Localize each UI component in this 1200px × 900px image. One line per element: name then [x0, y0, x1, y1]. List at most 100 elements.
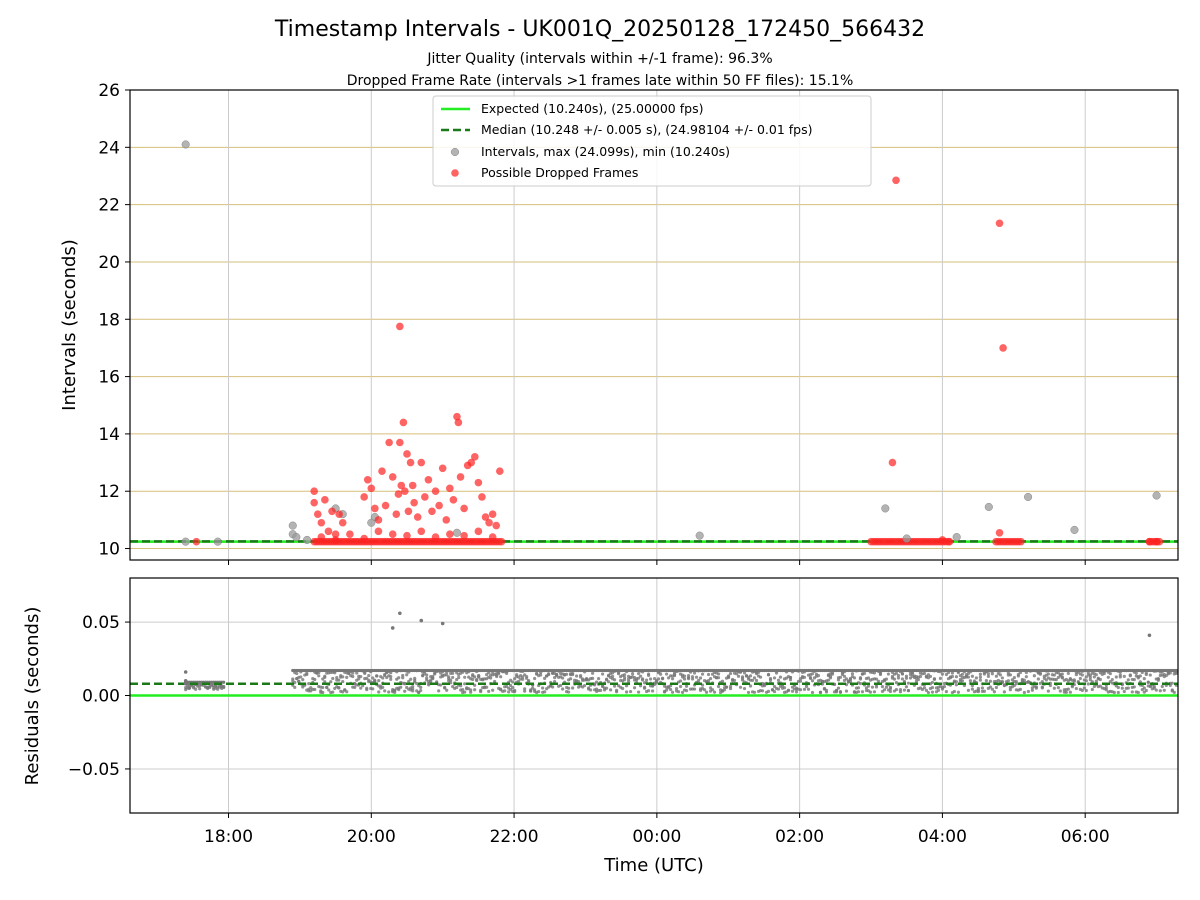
bottom-residual-dot [670, 690, 675, 694]
bottom-residual-dot [1052, 673, 1056, 677]
bottom-residual-dot [990, 687, 994, 691]
bottom-residual-dot [664, 672, 669, 676]
bottom-residual-dot [932, 677, 937, 681]
bottom-residual-dot [930, 680, 935, 685]
bottom-residual-dot [351, 671, 355, 675]
top-dropped-point-35 [428, 507, 436, 516]
top-dropped-point-73 [945, 537, 954, 546]
bottom-residual-dot [216, 687, 220, 691]
bottom-x-ticks: 18:00 20:00 22:00 00:00 02:00 04:00 06:00 [204, 813, 1110, 847]
bottom-residual-dot [477, 674, 481, 678]
bottom-residual-dot [728, 684, 733, 689]
bottom-residual-dot [1084, 675, 1088, 679]
bottom-residual-dot [954, 675, 959, 679]
top-dropped-point-59 [360, 534, 368, 543]
bottom-residual-dot [690, 675, 695, 679]
bottom-residual-dot [982, 689, 986, 693]
bottom-residual-dot [509, 687, 513, 692]
bottom-residual-dot [1146, 680, 1150, 684]
bottom-residual-dot [1130, 690, 1134, 694]
bottom-residual-dot [577, 679, 581, 684]
bottom-residual-dot [1144, 688, 1148, 693]
bottom-residual-dot [620, 686, 625, 691]
bottom-residual-dot [345, 690, 349, 694]
bottom-residual-dot [700, 672, 705, 676]
bottom-residual-dot [826, 678, 831, 682]
bottom-residual-dot [321, 690, 325, 695]
bottom-residual-dot [634, 678, 639, 682]
bottom-residual-dot [455, 677, 459, 682]
bottom-residual-dot [1158, 689, 1162, 693]
bottom-residual-dot [782, 686, 787, 690]
bottom-residual-dot [710, 688, 715, 692]
bottom-residual-dot [503, 689, 507, 693]
bottom-residual-dot [511, 685, 515, 690]
top-data-points [181, 140, 1164, 546]
bottom-residual-dot [716, 676, 721, 680]
bottom-residual-dot [600, 672, 605, 676]
bottom-residual-dot [353, 685, 357, 689]
bottom-residual-dot [405, 673, 409, 677]
bottom-residual-point-2 [183, 681, 188, 686]
bottom-residual-dot [942, 685, 947, 689]
bottom-residual-dot [994, 674, 998, 678]
bottom-residual-dot [670, 677, 675, 681]
bottom-residual-dot [748, 684, 753, 688]
bottom-residual-dot [910, 672, 915, 676]
bottom-residual-dot [616, 671, 621, 675]
bottom-residual-dot [293, 685, 297, 690]
bottom-residual-dot [936, 688, 941, 692]
bottom-residual-dot [401, 676, 405, 680]
bottom-residual-dot [604, 678, 609, 682]
top-dropped-point-41 [449, 496, 458, 504]
bottom-residual-dot [397, 676, 401, 680]
bottom-residual-dot [614, 688, 619, 692]
bottom-residual-dot [299, 675, 303, 679]
bottom-residual-dot [772, 676, 777, 680]
bottom-residual-dot [692, 687, 697, 691]
chart-subtitle-line-2: Dropped Frame Rate (intervals >1 frames … [347, 73, 854, 89]
bottom-residual-dot [878, 671, 883, 675]
top-dropped-point-78 [1152, 537, 1161, 546]
bottom-residual-dot [1052, 686, 1056, 690]
bottom-residual-dot [774, 671, 779, 675]
bottom-residual-dot [628, 689, 633, 694]
top-dropped-point-12 [363, 475, 372, 484]
bottom-residual-dot [712, 690, 717, 694]
bottom-residual-dot [904, 685, 909, 689]
bottom-residual-dot [894, 681, 899, 685]
top-dropped-point-11 [360, 493, 368, 501]
bottom-residual-dot [938, 676, 943, 681]
bottom-residual-dot [1040, 680, 1044, 684]
bottom-residual-dot [680, 690, 685, 694]
top-y-ticks: 10 12 14 16 18 20 22 24 26 [98, 81, 130, 560]
bottom-y-ticks: −0.05 0.00 0.05 [68, 613, 130, 780]
top-dropped-point-17 [381, 501, 390, 510]
bottom-residual-dot [463, 690, 467, 694]
bottom-residual-dot [575, 674, 579, 678]
bottom-residual-dot [732, 678, 737, 683]
bottom-residual-dot [461, 688, 465, 692]
bottom-residual-dot [896, 673, 901, 678]
bottom-residual-dot [539, 673, 543, 677]
bottom-residual-dot [383, 689, 387, 693]
top-dropped-point-16 [378, 467, 386, 475]
top-dropped-point-36 [431, 487, 440, 496]
bottom-residual-dot [222, 684, 226, 689]
bottom-residual-dot [822, 686, 827, 691]
bottom-residual-dot [589, 688, 593, 692]
bottom-residual-dot [966, 675, 971, 679]
bottom-residual-dot [876, 679, 881, 683]
legend-intervals: Intervals, max (24.099s), min (10.240s) [481, 144, 730, 159]
bottom-residual-dot [1144, 671, 1148, 675]
bottom-residual-dot [766, 672, 771, 677]
bottom-residual-dot [682, 677, 687, 681]
top-dropped-point-1 [310, 487, 318, 496]
bottom-residual-dot [898, 688, 903, 692]
bottom-residual-dot [1088, 675, 1092, 679]
bottom-residual-dot [636, 690, 641, 694]
bottom-residual-dot [479, 689, 483, 694]
top-dropped-point-5 [321, 496, 329, 504]
bottom-residual-dot [994, 685, 998, 690]
bottom-residual-dot [790, 689, 795, 693]
